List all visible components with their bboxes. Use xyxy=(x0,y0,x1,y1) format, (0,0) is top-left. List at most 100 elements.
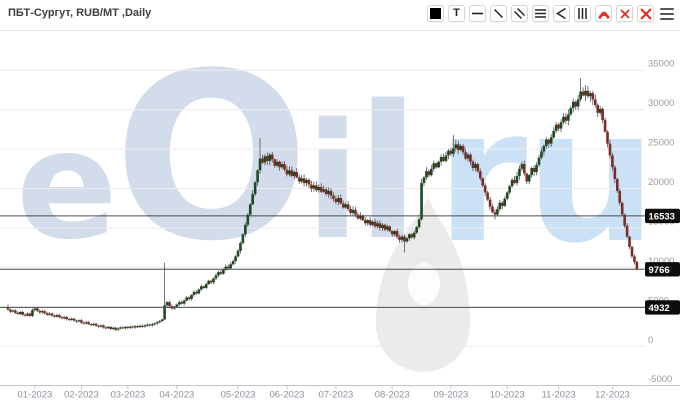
candle xyxy=(581,91,585,96)
candle xyxy=(109,326,113,329)
candle xyxy=(415,227,418,233)
candle xyxy=(341,203,345,208)
candle xyxy=(251,194,254,205)
fib-levels-icon xyxy=(535,8,546,19)
candle xyxy=(124,326,127,329)
candle xyxy=(508,186,511,193)
candle xyxy=(18,311,22,314)
candle xyxy=(283,164,286,170)
candle xyxy=(598,108,602,113)
candle xyxy=(527,175,531,182)
price-tag-label: 4932 xyxy=(649,303,670,314)
candle xyxy=(253,182,257,195)
trend-line-tool-button[interactable] xyxy=(490,5,507,22)
candle xyxy=(116,328,120,330)
candle xyxy=(148,324,152,326)
candle xyxy=(234,256,237,262)
candle xyxy=(38,310,42,313)
candle xyxy=(398,236,401,240)
candle xyxy=(449,150,453,154)
candle xyxy=(229,264,232,269)
candle xyxy=(324,189,328,195)
candle xyxy=(444,155,448,161)
candle xyxy=(217,272,220,276)
candle xyxy=(214,275,218,279)
y-axis-label: -5000 xyxy=(648,374,672,385)
candle xyxy=(613,167,617,180)
candle xyxy=(89,324,93,326)
candle xyxy=(6,307,10,310)
candle xyxy=(439,157,443,162)
candle xyxy=(361,215,365,221)
x-axis-label: 12-2023 xyxy=(595,390,630,401)
angle-tool-button[interactable] xyxy=(553,5,570,22)
candle xyxy=(23,314,27,316)
candle xyxy=(40,311,44,313)
candle xyxy=(165,302,169,306)
candle xyxy=(633,256,636,262)
candle xyxy=(625,225,629,237)
candle xyxy=(434,163,438,168)
horizontal-line-tool-button[interactable] xyxy=(469,5,486,22)
candle xyxy=(67,319,71,321)
candle xyxy=(611,155,614,168)
candle xyxy=(378,223,382,228)
main-menu-button[interactable] xyxy=(660,8,674,20)
fib-levels-tool-button[interactable] xyxy=(532,5,549,22)
candle xyxy=(608,143,612,156)
candle xyxy=(363,220,367,224)
parallel-channel-tool-button[interactable] xyxy=(511,5,528,22)
candle xyxy=(65,317,69,320)
candle xyxy=(55,315,59,317)
fib-arcs-tool-button[interactable] xyxy=(595,5,612,22)
text-tool-button[interactable]: T xyxy=(448,5,465,22)
candle xyxy=(31,310,34,316)
candle xyxy=(231,261,235,265)
price-tag[interactable] xyxy=(645,262,680,277)
candle xyxy=(85,322,88,324)
candle xyxy=(14,310,17,313)
y-axis-label: 0 xyxy=(648,335,653,346)
candle xyxy=(493,212,497,215)
candle xyxy=(200,286,203,290)
candle xyxy=(564,116,568,121)
candle xyxy=(26,313,29,316)
candle xyxy=(337,198,340,202)
candle xyxy=(618,190,622,203)
remove-drawing-button[interactable] xyxy=(616,5,633,22)
x-axis-label: 09-2023 xyxy=(433,390,468,401)
y-axis-label: 35000 xyxy=(648,59,674,70)
candle xyxy=(192,291,196,296)
candle xyxy=(456,144,460,150)
candle xyxy=(410,234,414,238)
filled-square-tool-button[interactable] xyxy=(427,5,444,22)
candle xyxy=(430,168,433,176)
candle xyxy=(376,223,379,227)
candle xyxy=(224,266,228,270)
candle xyxy=(623,214,626,226)
candle xyxy=(190,295,193,299)
candle xyxy=(520,164,524,169)
candle xyxy=(92,323,95,326)
candle xyxy=(9,309,12,312)
candle xyxy=(574,101,578,107)
candle xyxy=(552,130,555,138)
candle xyxy=(530,168,533,176)
price-tag[interactable] xyxy=(645,208,680,224)
remove-all-drawings-button[interactable] xyxy=(637,5,654,22)
candle xyxy=(121,327,125,329)
candle xyxy=(72,318,76,321)
y-axis-label: 30000 xyxy=(648,98,674,109)
vertical-lines-tool-button[interactable] xyxy=(574,5,591,22)
candle xyxy=(559,122,563,129)
candle xyxy=(562,116,565,123)
candle xyxy=(461,145,465,153)
price-tag[interactable] xyxy=(645,300,680,315)
candle xyxy=(591,93,595,100)
candle xyxy=(244,224,247,235)
y-axis-label: 20000 xyxy=(648,177,674,188)
price-lines[interactable]: 16533 9766 4932 xyxy=(0,208,680,315)
candle xyxy=(432,163,436,169)
